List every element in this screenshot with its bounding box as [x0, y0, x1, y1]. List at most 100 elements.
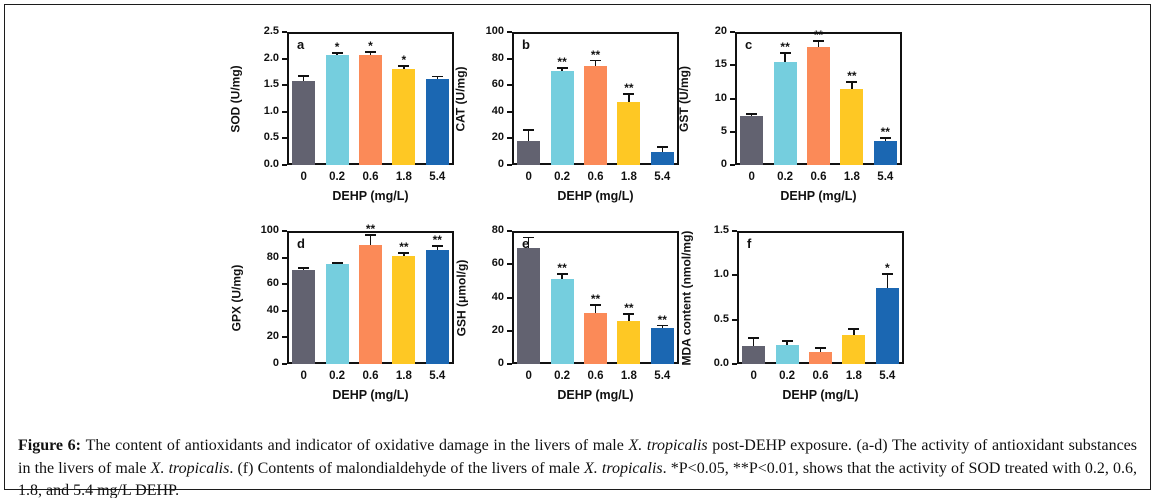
x-axis-label: DEHP (mg/L): [332, 388, 409, 402]
error-bar: [851, 81, 853, 90]
y-tick-label: 40: [491, 290, 504, 303]
x-tick-label: 5.4: [429, 171, 446, 183]
bar-a-5.4: [425, 78, 449, 165]
bar-f-0.2: [775, 345, 799, 364]
panel-letter-c: c: [745, 37, 753, 52]
bar-f-5.4: [875, 287, 899, 364]
y-tick-label: 0: [720, 158, 727, 170]
y-tick-mark: [282, 230, 287, 232]
bar-c-1.8: [840, 89, 864, 165]
y-tick-mark: [730, 97, 735, 100]
error-bar-cap: [656, 146, 668, 148]
error-bar-cap: [813, 40, 824, 43]
error-bar: [561, 273, 563, 280]
error-bar-cap: [746, 113, 758, 116]
error-bar: [786, 340, 788, 346]
panel-letter-b: b: [522, 37, 530, 52]
error-bar: [403, 252, 405, 256]
bar-a-0.2: [325, 54, 349, 165]
y-tick-mark: [282, 31, 287, 33]
y-tick-label: 20: [491, 323, 504, 336]
x-tick-label: 5.4: [654, 171, 671, 183]
y-tick-label: 60: [266, 277, 279, 290]
y-axis-label-text: GSH (μmol/g): [454, 259, 469, 336]
y-axis-label: CAT (U/mg): [452, 32, 470, 165]
figure-caption: Figure 6: The content of antioxidants an…: [18, 435, 1137, 498]
y-tick-label: 1.0: [263, 104, 279, 117]
panel-letter-a: a: [297, 37, 305, 52]
y-tick-mark: [507, 164, 512, 166]
x-tick-label: 0.6: [362, 171, 379, 183]
error-bar: [853, 329, 855, 335]
x-axis-label: DEHP (mg/L): [332, 189, 409, 203]
x-tick-label: 0: [525, 171, 532, 183]
y-tick-label: 5: [720, 124, 727, 137]
error-bar-cap: [398, 251, 410, 254]
y-tick-mark: [730, 64, 735, 67]
x-tick-label: 1.8: [845, 370, 862, 382]
y-tick-mark: [282, 309, 287, 312]
panel-letter-d: d: [297, 236, 305, 251]
caption-figure-label: Figure 6:: [18, 437, 86, 454]
error-bar-cap: [331, 51, 343, 54]
bar-f-1.8: [842, 334, 866, 364]
bar-d-0: [292, 269, 316, 364]
y-tick-label: 60: [491, 257, 504, 270]
significance-marker: **: [657, 312, 667, 327]
bar-e-5.4: [650, 328, 674, 364]
y-tick-label: 20: [266, 330, 279, 343]
error-bar: [527, 130, 530, 142]
y-tick-mark: [282, 164, 287, 166]
y-tick-label: 10: [714, 91, 727, 104]
y-tick-label: 0.5: [263, 131, 279, 144]
panel-letter-e: e: [522, 236, 530, 251]
error-bar-cap: [748, 337, 760, 340]
significance-marker: **: [590, 292, 601, 307]
x-tick-label: 5.4: [879, 370, 896, 382]
error-bar-cap: [848, 328, 860, 331]
y-tick-mark: [732, 274, 737, 277]
bar-b-0: [517, 141, 541, 165]
x-axis-label: DEHP (mg/L): [780, 189, 857, 203]
x-axis-label: DEHP (mg/L): [782, 388, 859, 402]
bar-d-0.6: [359, 244, 382, 364]
bar-e-0: [517, 248, 541, 364]
error-bar: [628, 93, 630, 103]
y-tick-mark: [507, 263, 512, 266]
y-tick-label: 80: [266, 250, 279, 263]
x-tick-label: 0: [750, 370, 757, 382]
x-tick-label: 0: [300, 171, 307, 183]
error-bar-cap: [523, 129, 535, 132]
y-tick-mark: [507, 84, 512, 87]
bar-b-1.8: [617, 102, 641, 165]
bar-a-0.6: [359, 54, 382, 165]
y-tick-mark: [507, 57, 512, 60]
y-tick-mark: [732, 318, 737, 321]
x-tick-label: 0: [748, 171, 755, 183]
y-axis-label: SOD (U/mg): [227, 32, 245, 165]
y-tick-label: 1.5: [263, 78, 279, 91]
x-tick-label: 0.2: [329, 370, 346, 382]
error-bar: [436, 76, 439, 79]
error-bar: [527, 237, 530, 249]
bar-d-0.2: [325, 264, 349, 364]
y-tick-mark: [730, 130, 735, 133]
error-bar: [436, 246, 439, 251]
significance-marker: **: [432, 233, 442, 248]
x-tick-label: 1.8: [395, 370, 412, 382]
x-tick-label: 0: [300, 370, 307, 382]
error-bar-cap: [881, 273, 893, 276]
error-bar: [884, 138, 887, 142]
y-tick-label: 0.5: [713, 312, 729, 325]
error-bar: [336, 52, 338, 55]
y-tick-mark: [507, 230, 512, 232]
significance-marker: **: [557, 260, 567, 275]
error-bar-cap: [656, 324, 668, 327]
y-tick-mark: [282, 110, 287, 113]
bar-c-0.6: [807, 46, 830, 165]
error-bar-cap: [298, 75, 310, 77]
y-tick-label: 1.0: [713, 268, 729, 281]
error-bar-cap: [365, 233, 376, 236]
y-tick-mark: [732, 230, 737, 232]
